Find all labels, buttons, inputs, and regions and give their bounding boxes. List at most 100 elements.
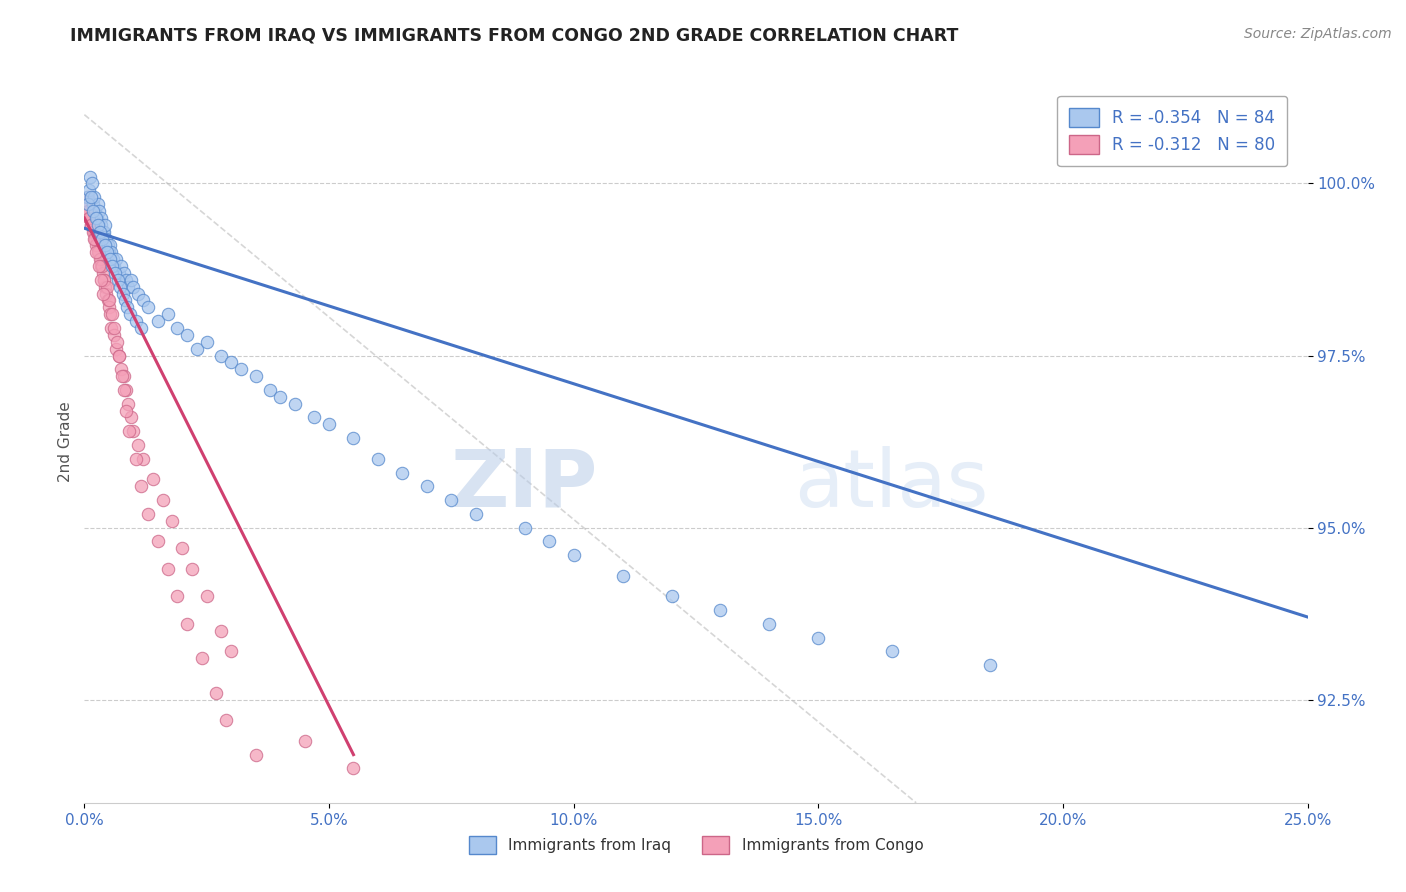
Point: [367, 451, 389, 466]
Point: [98, 238, 121, 252]
Point: [294, 734, 316, 748]
Point: [82, 204, 104, 219]
Point: [122, 424, 145, 438]
Point: [172, 541, 194, 556]
Point: [83, 231, 105, 245]
Point: [96, 286, 118, 301]
Point: [105, 252, 128, 267]
Point: [96, 231, 118, 245]
Point: [77, 211, 100, 225]
Point: [112, 383, 135, 397]
Point: [110, 259, 132, 273]
Point: [318, 417, 340, 432]
Point: [186, 342, 208, 356]
Point: [98, 252, 121, 267]
Point: [209, 624, 232, 638]
Point: [115, 383, 138, 397]
Legend: Immigrants from Iraq, Immigrants from Congo: Immigrants from Iraq, Immigrants from Co…: [463, 830, 929, 860]
Point: [87, 238, 110, 252]
Point: [112, 369, 135, 384]
Point: [84, 211, 107, 225]
Point: [136, 507, 159, 521]
Point: [117, 397, 139, 411]
Point: [120, 410, 142, 425]
Point: [342, 431, 364, 445]
Point: [132, 293, 155, 308]
Point: [76, 204, 98, 219]
Point: [129, 321, 152, 335]
Point: [758, 616, 780, 631]
Point: [91, 266, 114, 280]
Point: [146, 314, 169, 328]
Point: [97, 238, 120, 252]
Point: [93, 225, 115, 239]
Point: [103, 321, 125, 335]
Point: [440, 493, 463, 508]
Point: [259, 383, 281, 397]
Point: [181, 562, 204, 576]
Point: [513, 520, 536, 534]
Point: [229, 362, 252, 376]
Point: [83, 231, 105, 245]
Point: [117, 301, 139, 315]
Text: atlas: atlas: [794, 446, 988, 524]
Point: [97, 301, 120, 315]
Point: [97, 245, 120, 260]
Point: [94, 238, 117, 252]
Point: [83, 225, 105, 239]
Point: [76, 190, 98, 204]
Point: [82, 211, 104, 225]
Point: [93, 273, 115, 287]
Point: [115, 403, 138, 417]
Point: [90, 273, 112, 287]
Point: [103, 327, 125, 342]
Point: [91, 259, 114, 273]
Point: [89, 252, 111, 267]
Point: [612, 568, 634, 582]
Point: [80, 218, 103, 232]
Point: [86, 211, 108, 225]
Point: [77, 197, 100, 211]
Text: ZIP: ZIP: [451, 446, 598, 524]
Point: [114, 293, 136, 308]
Point: [105, 342, 128, 356]
Point: [880, 644, 903, 658]
Point: [93, 286, 115, 301]
Point: [80, 177, 103, 191]
Point: [709, 603, 731, 617]
Point: [87, 259, 110, 273]
Point: [176, 327, 198, 342]
Point: [84, 245, 107, 260]
Point: [118, 307, 141, 321]
Point: [127, 286, 149, 301]
Point: [103, 259, 125, 273]
Point: [86, 231, 108, 245]
Point: [87, 197, 110, 211]
Point: [195, 590, 218, 604]
Point: [219, 644, 242, 658]
Point: [117, 279, 139, 293]
Point: [79, 211, 101, 225]
Point: [661, 590, 683, 604]
Point: [84, 238, 107, 252]
Point: [90, 218, 112, 232]
Point: [96, 245, 118, 260]
Point: [118, 424, 141, 438]
Point: [100, 307, 122, 321]
Point: [79, 211, 101, 225]
Point: [91, 231, 114, 245]
Point: [98, 293, 121, 308]
Point: [284, 397, 307, 411]
Point: [979, 658, 1001, 673]
Point: [82, 197, 104, 211]
Point: [76, 197, 98, 211]
Point: [84, 225, 107, 239]
Point: [195, 334, 218, 349]
Point: [538, 534, 561, 549]
Point: [205, 686, 228, 700]
Point: [129, 479, 152, 493]
Point: [96, 279, 118, 293]
Point: [464, 507, 486, 521]
Point: [191, 651, 214, 665]
Point: [156, 307, 179, 321]
